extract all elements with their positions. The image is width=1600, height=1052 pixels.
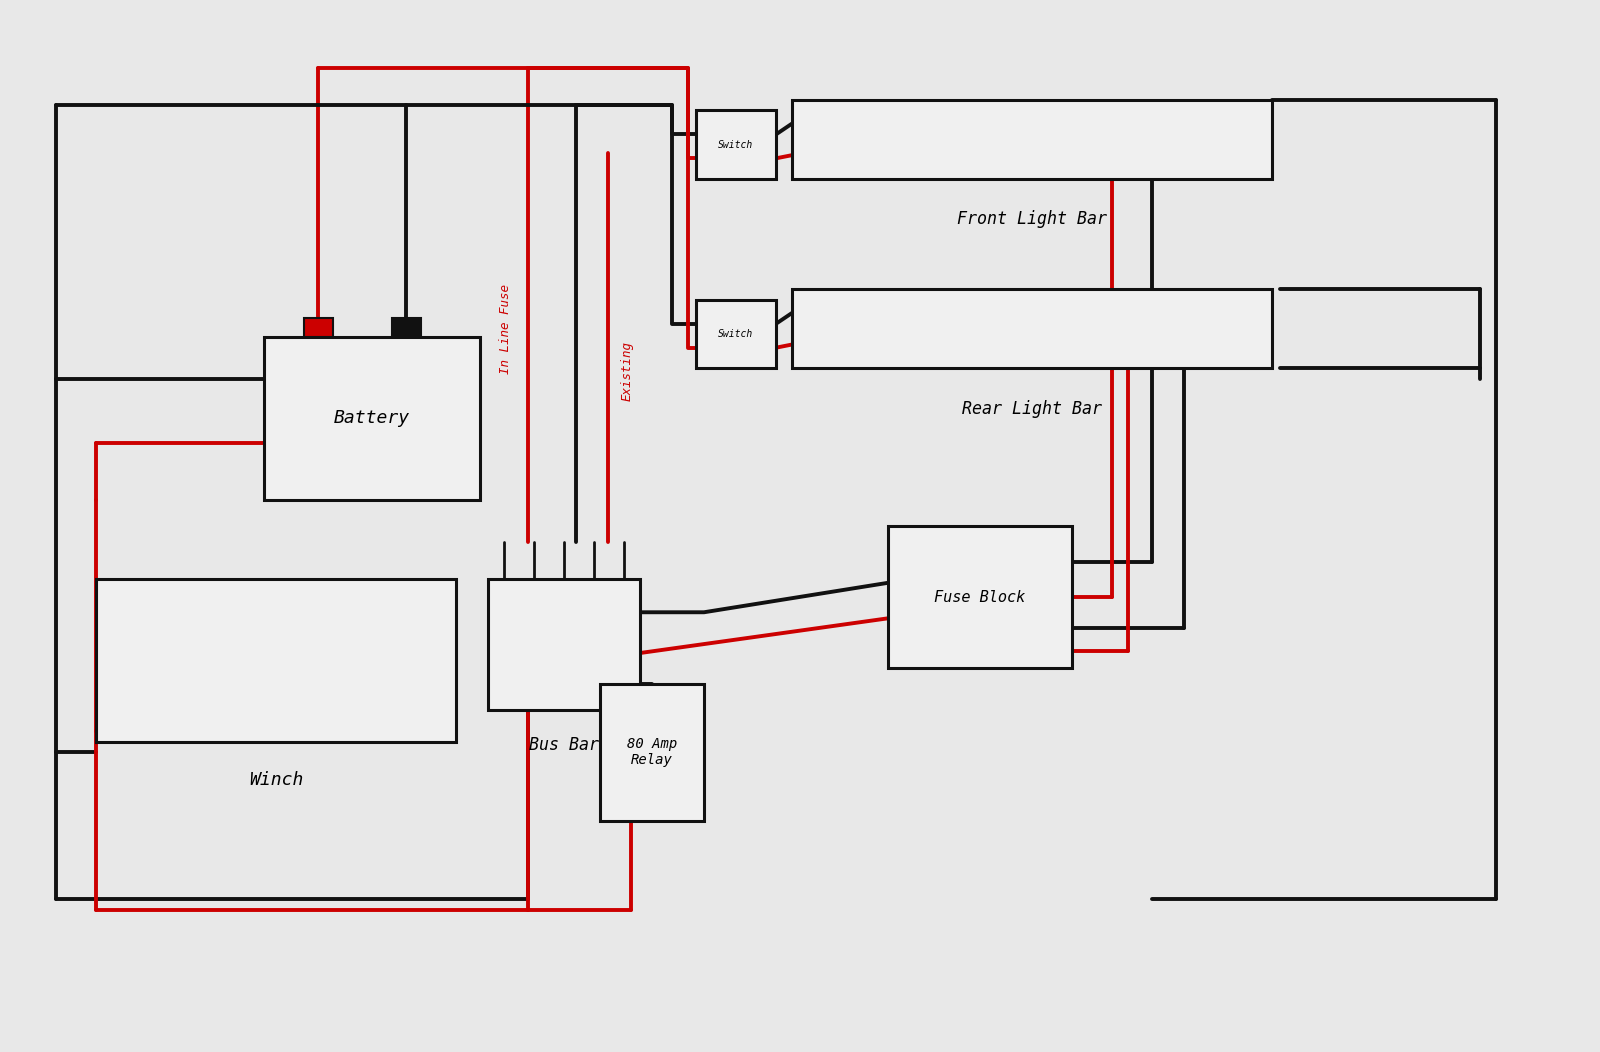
Text: Fuse Block: Fuse Block [934, 589, 1026, 605]
Text: In Line Fuse: In Line Fuse [499, 284, 512, 373]
Bar [392, 318, 421, 337]
Text: Winch: Winch [250, 771, 302, 789]
Bar [600, 684, 704, 821]
Bar [792, 289, 1272, 368]
Bar [696, 300, 776, 368]
Text: Switch: Switch [718, 329, 754, 339]
Bar [304, 318, 333, 337]
Bar [96, 579, 456, 742]
Bar [792, 100, 1272, 179]
Text: Existing: Existing [621, 341, 634, 401]
Text: Rear Light Bar: Rear Light Bar [962, 400, 1102, 418]
Text: Battery: Battery [334, 409, 410, 427]
Text: Front Light Bar: Front Light Bar [957, 210, 1107, 228]
Text: Switch: Switch [718, 140, 754, 149]
Text: 80 Amp
Relay: 80 Amp Relay [627, 737, 677, 767]
Bar [488, 579, 640, 710]
Bar [888, 526, 1072, 668]
Text: Bus Bar: Bus Bar [530, 736, 598, 754]
Bar [696, 110, 776, 179]
Bar [264, 337, 480, 500]
